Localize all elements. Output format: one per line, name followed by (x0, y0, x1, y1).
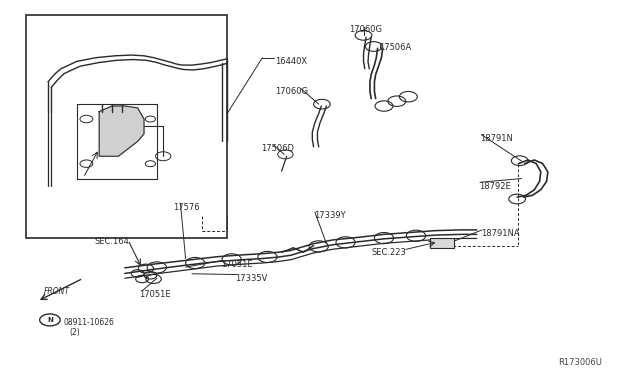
Bar (26, 15, 227, 238)
Text: 17060G: 17060G (349, 25, 382, 34)
Text: 17051E: 17051E (140, 290, 171, 299)
Text: 17339Y: 17339Y (314, 211, 345, 220)
Text: 08911-10626: 08911-10626 (64, 318, 115, 327)
Text: 17506A: 17506A (379, 43, 411, 52)
Text: 17060G: 17060G (275, 87, 308, 96)
Text: 17051E: 17051E (221, 260, 252, 269)
Text: SEC.164: SEC.164 (95, 237, 129, 246)
Text: 16440X: 16440X (275, 57, 307, 65)
Text: 18792E: 18792E (479, 182, 511, 190)
Text: 17335V: 17335V (236, 274, 268, 283)
Text: 18791N: 18791N (480, 134, 513, 143)
Text: 17576: 17576 (173, 203, 200, 212)
Text: FRONT: FRONT (44, 287, 69, 296)
Text: N: N (47, 317, 53, 323)
Text: 17506D: 17506D (261, 144, 294, 153)
Text: (2): (2) (69, 328, 80, 337)
Text: R173006U: R173006U (557, 358, 602, 367)
Bar (430, 238, 454, 248)
Text: 18791NA: 18791NA (481, 229, 520, 238)
Text: SEC.223: SEC.223 (371, 248, 406, 257)
Polygon shape (99, 106, 144, 156)
